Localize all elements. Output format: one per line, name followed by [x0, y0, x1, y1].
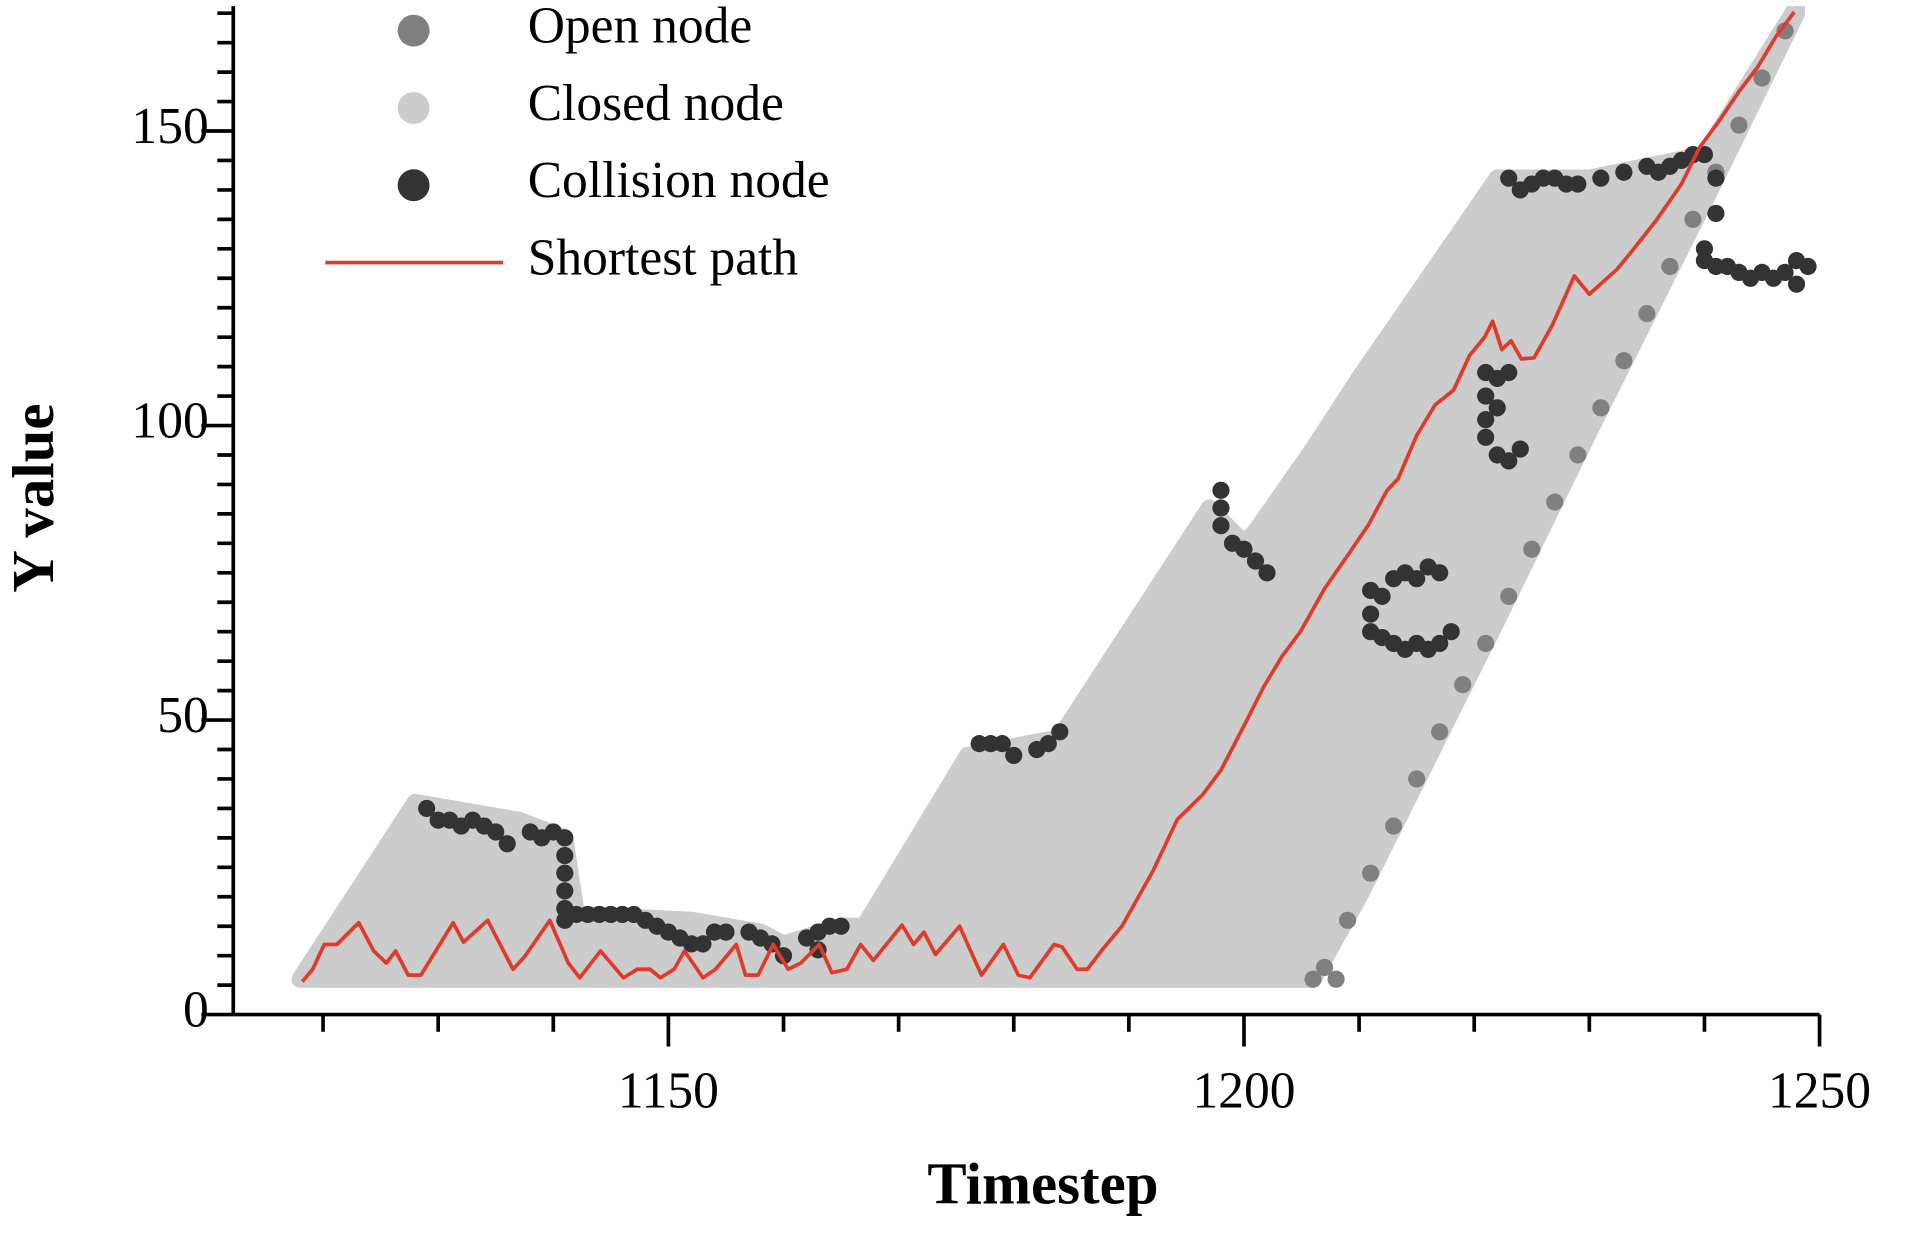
node-marker	[1753, 69, 1771, 87]
node-marker	[1684, 210, 1702, 228]
node-marker	[1477, 634, 1495, 653]
node-marker	[1500, 587, 1518, 605]
node-marker	[1051, 723, 1069, 741]
node-marker	[1315, 958, 1334, 977]
node-marker	[1546, 493, 1564, 511]
legend-label: Shortest path	[528, 229, 799, 286]
node-marker	[1212, 517, 1230, 535]
node-marker	[1212, 481, 1230, 499]
node-marker	[1477, 387, 1495, 405]
plot-area	[291, 6, 1817, 988]
node-marker	[1385, 817, 1403, 835]
node-marker	[1511, 440, 1529, 458]
node-marker	[1373, 587, 1391, 605]
node-marker	[556, 846, 574, 865]
node-marker	[1408, 770, 1426, 788]
legend-label: Open node	[528, 0, 753, 54]
node-marker	[1005, 746, 1023, 764]
node-marker	[556, 882, 574, 900]
y-axis-title: Y value	[1, 404, 66, 593]
node-marker	[1638, 305, 1656, 323]
x-tick-label: 1150	[618, 1062, 719, 1119]
y-tick-label: 100	[131, 392, 208, 449]
node-marker	[498, 835, 516, 853]
node-marker	[1039, 735, 1057, 753]
node-marker	[832, 917, 850, 935]
axes: 1150 1200 1250 0 50 100 150	[131, 6, 1871, 1119]
node-marker	[1442, 623, 1460, 641]
x-tick-label: 1250	[1768, 1062, 1871, 1119]
node-marker	[1454, 676, 1472, 694]
node-marker	[1661, 257, 1679, 276]
node-marker	[1258, 564, 1276, 582]
node-marker	[556, 829, 574, 847]
node-marker	[1304, 970, 1322, 988]
legend: Open node Closed node Collision node Shorte…	[325, 0, 830, 286]
node-marker	[1235, 540, 1253, 558]
node-marker	[1730, 116, 1748, 134]
node-marker	[1799, 257, 1817, 276]
node-marker	[1477, 428, 1495, 446]
y-tick-label: 150	[131, 98, 208, 155]
node-marker	[1431, 564, 1449, 582]
node-marker	[1695, 240, 1714, 258]
node-marker	[694, 935, 712, 953]
node-marker	[418, 799, 436, 818]
x-tick-label: 1200	[1192, 1062, 1295, 1119]
node-marker	[487, 823, 505, 841]
node-marker	[717, 923, 735, 941]
node-marker	[1500, 452, 1518, 470]
node-marker	[1408, 570, 1426, 588]
y-tick-label: 50	[157, 687, 209, 744]
node-marker	[1362, 864, 1380, 882]
node-marker	[1592, 399, 1610, 417]
node-marker	[1362, 605, 1380, 623]
shortest-path-line	[300, 10, 1796, 983]
node-marker	[1338, 911, 1357, 929]
y-tick-label: 0	[183, 981, 209, 1038]
x-axis-title: Timestep	[927, 1152, 1158, 1217]
legend-swatch	[397, 92, 430, 124]
node-marker	[1431, 634, 1449, 653]
node-marker	[1477, 411, 1495, 429]
node-marker	[1569, 175, 1587, 193]
node-marker	[1523, 540, 1541, 558]
node-marker	[1500, 169, 1518, 187]
node-marker	[1615, 352, 1633, 370]
node-marker	[1212, 499, 1230, 517]
node-marker	[1569, 446, 1587, 464]
node-marker	[1776, 263, 1794, 281]
node-marker	[1500, 363, 1518, 382]
node-marker	[1787, 275, 1806, 293]
node-marker	[993, 735, 1011, 753]
node-marker	[1246, 552, 1265, 570]
legend-swatch	[397, 169, 430, 202]
node-marker	[1707, 204, 1725, 223]
legend-label: Collision node	[528, 152, 830, 209]
node-marker	[1488, 399, 1506, 417]
node-marker	[1592, 169, 1610, 187]
node-marker	[1707, 169, 1725, 187]
node-marker	[1431, 723, 1449, 741]
node-marker	[1327, 970, 1345, 988]
node-marker	[1776, 22, 1794, 40]
legend-swatch	[397, 14, 430, 47]
legend-label: Closed node	[528, 75, 784, 132]
node-marker	[556, 864, 574, 882]
node-marker	[1615, 163, 1633, 181]
